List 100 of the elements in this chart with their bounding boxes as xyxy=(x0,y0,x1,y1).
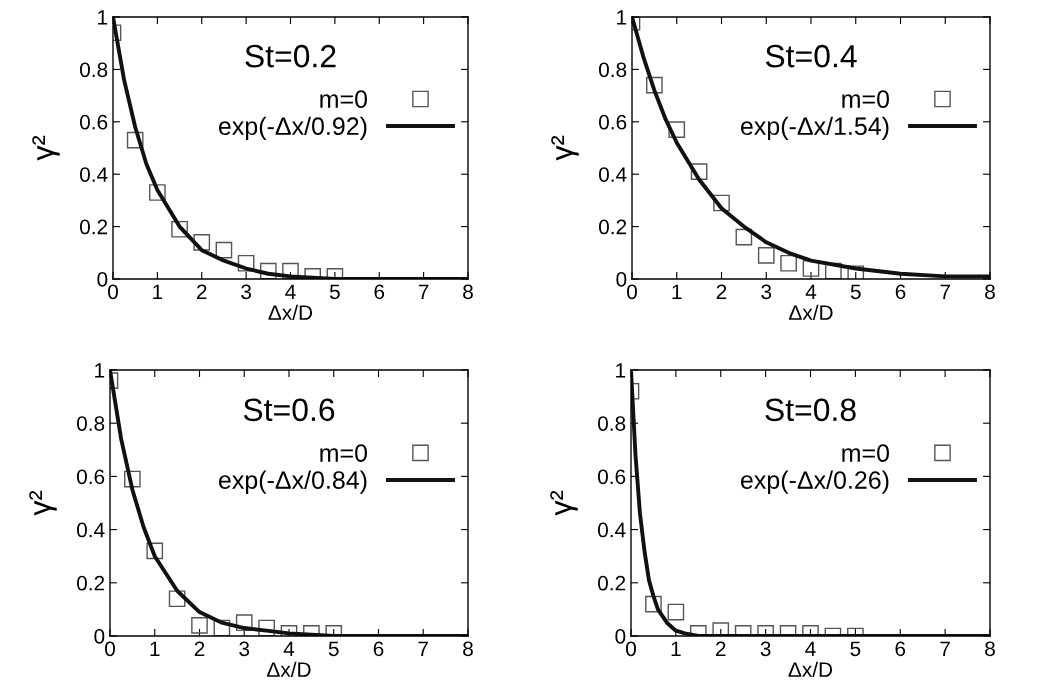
y-tick-label: 0.2 xyxy=(79,219,108,235)
point xyxy=(668,121,686,138)
y-tick-label: 1 xyxy=(95,363,105,378)
line-series xyxy=(110,370,468,636)
x-tick-label: 8 xyxy=(463,284,473,300)
y-tick-label: 1 xyxy=(616,363,626,378)
y-tick-label: 0.8 xyxy=(76,416,105,431)
x-tick-label: 1 xyxy=(671,641,681,656)
x-tick-label: 0 xyxy=(108,284,118,300)
point xyxy=(168,590,186,608)
y-tick-label: 0 xyxy=(615,629,626,644)
x-tick-label: 5 xyxy=(850,641,861,657)
y-tick-label: 0.4 xyxy=(79,167,108,182)
x-tick-label: 7 xyxy=(418,641,428,656)
x-tick-label: 7 xyxy=(940,284,950,299)
x-tick-label: 5 xyxy=(329,284,340,300)
x-tick-label: 6 xyxy=(373,641,384,657)
x-tick-label: 8 xyxy=(985,284,995,300)
x-tick-label: 8 xyxy=(463,641,473,657)
x-tick-label: 4 xyxy=(805,641,816,656)
y-tick-label: 0.6 xyxy=(76,469,105,485)
y-tick-label: 1 xyxy=(617,10,627,25)
y-tick-label: 1 xyxy=(98,10,108,25)
legend-label: m=0 xyxy=(320,90,368,108)
x-tick-label: 3 xyxy=(239,641,250,657)
y-tick-label: 0.2 xyxy=(597,575,626,591)
point xyxy=(690,163,708,180)
text: St=0.2 xyxy=(245,44,336,68)
point xyxy=(149,184,166,201)
point xyxy=(193,233,211,251)
text: St=0.8 xyxy=(765,398,856,422)
x-tick-label: 3 xyxy=(241,284,251,300)
point xyxy=(171,220,188,238)
x-tick-label: 1 xyxy=(150,641,160,656)
y-axis-title: γ² xyxy=(550,490,578,516)
y-tick-label: 0.6 xyxy=(598,114,627,130)
point xyxy=(191,617,208,634)
text: St=0.6 xyxy=(243,398,335,422)
y-tick-label: 0.2 xyxy=(76,575,105,591)
x-tick-label: 7 xyxy=(418,284,429,299)
x-axis-title: Δx/D xyxy=(788,661,833,677)
point xyxy=(235,614,253,632)
legend-label: exp(-Δx/1.54) xyxy=(740,116,889,140)
y-tick-label: 0.2 xyxy=(598,219,627,235)
x-tick-label: 6 xyxy=(374,284,385,300)
point xyxy=(847,265,865,279)
x-tick-label: 1 xyxy=(672,284,682,299)
point xyxy=(780,254,797,272)
x-tick-label: 2 xyxy=(197,284,207,299)
x-axis-title: Δx/D xyxy=(789,304,833,320)
legend-label: m=0 xyxy=(320,444,368,462)
x-tick-label: 8 xyxy=(985,641,995,657)
legend-label: m=0 xyxy=(842,444,890,462)
legend-label: exp(-Δx/0.84) xyxy=(218,470,367,494)
x-tick-label: 4 xyxy=(805,284,817,299)
x-tick-label: 2 xyxy=(194,641,205,656)
y-axis-title: γ² xyxy=(551,135,579,161)
x-tick-label: 7 xyxy=(940,641,950,656)
x-tick-label: 0 xyxy=(627,284,637,300)
x-tick-label: 4 xyxy=(283,641,295,656)
line-series xyxy=(631,370,990,636)
point xyxy=(712,622,730,636)
x-tick-label: 6 xyxy=(895,641,906,657)
y-tick-label: 0.8 xyxy=(598,62,627,78)
x-tick-label: 4 xyxy=(285,284,296,299)
line-series xyxy=(632,17,990,279)
x-tick-label: 1 xyxy=(153,284,163,299)
y-axis-title: γ² xyxy=(32,135,60,161)
x-tick-label: 5 xyxy=(328,641,339,657)
legend-label: exp(-Δx/0.92) xyxy=(218,116,367,140)
x-tick-label: 6 xyxy=(895,284,906,300)
text: St=0.4 xyxy=(765,44,857,68)
legend-label: m=0 xyxy=(842,90,890,108)
y-tick-label: 0.6 xyxy=(79,114,108,130)
y-axis-title: γ² xyxy=(29,490,57,516)
y-tick-label: 0.4 xyxy=(598,167,627,182)
point xyxy=(146,542,164,560)
x-tick-label: 3 xyxy=(761,284,772,300)
x-tick-label: 5 xyxy=(850,284,861,300)
y-tick-label: 0 xyxy=(97,272,108,287)
x-axis-title: Δx/D xyxy=(267,661,311,677)
y-tick-label: 0.8 xyxy=(597,416,626,431)
line-series xyxy=(113,17,468,279)
x-tick-label: 3 xyxy=(760,641,771,657)
point xyxy=(735,228,753,246)
y-tick-label: 0.4 xyxy=(597,522,626,538)
x-tick-label: 2 xyxy=(716,641,726,656)
point xyxy=(713,194,730,212)
y-tick-label: 0.8 xyxy=(79,62,108,78)
point xyxy=(237,254,255,272)
y-tick-label: 0.4 xyxy=(76,522,105,538)
point xyxy=(124,470,141,488)
legend-label: exp(-Δx/0.26) xyxy=(740,470,889,494)
point xyxy=(126,131,144,149)
y-tick-label: 0.6 xyxy=(597,469,626,485)
point xyxy=(646,76,663,94)
point xyxy=(757,247,775,264)
x-axis-title: Δx/D xyxy=(268,304,313,320)
x-tick-label: 2 xyxy=(716,284,727,299)
y-tick-label: 0 xyxy=(616,272,627,287)
